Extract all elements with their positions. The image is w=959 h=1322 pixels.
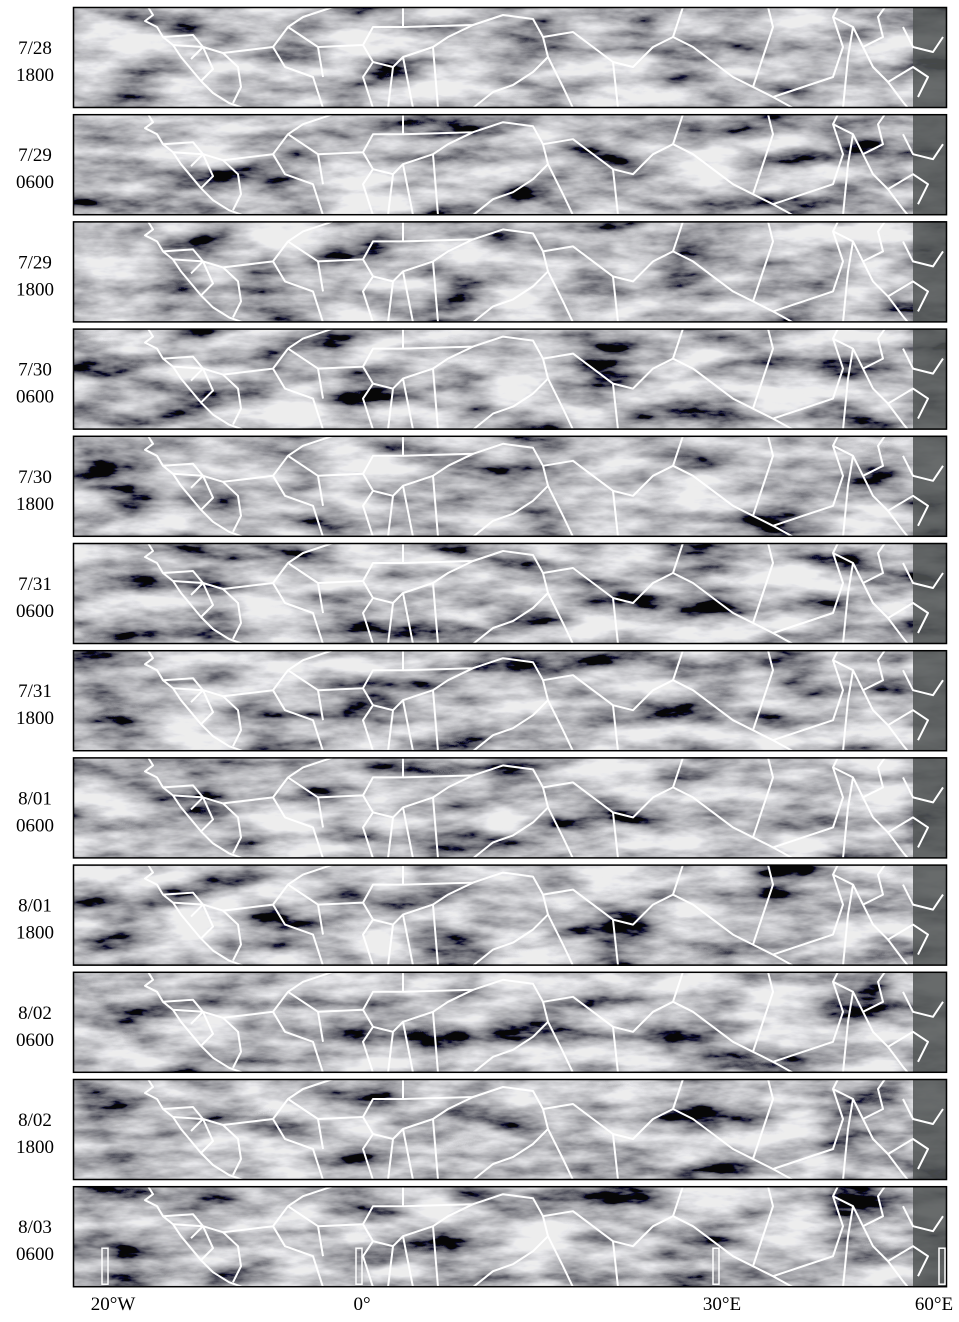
axis-label: 0° [353, 1294, 370, 1315]
panel-time: 0600 [16, 387, 54, 408]
satellite-panel [73, 757, 947, 858]
panel-time: 1800 [16, 494, 54, 515]
panel-time: 0600 [16, 815, 54, 836]
space-edge [913, 114, 947, 215]
satellite-panel [73, 972, 947, 1073]
panels [73, 7, 947, 1287]
figure: 20°W 0° 30°E 60°E 7/28 1800 7/29 0600 7/29 18… [0, 0, 959, 1322]
cloud-field [73, 865, 947, 966]
panel-time: 1800 [16, 923, 54, 944]
cloud-field [73, 436, 947, 537]
panel-time: 1800 [16, 708, 54, 729]
panel-date: 8/01 [18, 896, 52, 917]
panel-date: 7/31 [18, 681, 52, 702]
panel-time: 1800 [16, 279, 54, 300]
cloud-field [73, 757, 947, 858]
cloud-field [73, 221, 947, 322]
satellite-panel [73, 543, 947, 644]
cloud-field [73, 1079, 947, 1180]
cloud-field [73, 114, 947, 215]
satellite-panel [73, 436, 947, 537]
satellite-panel [73, 1186, 947, 1287]
panel-time: 0600 [16, 601, 54, 622]
space-edge [913, 7, 947, 108]
panel-date: 8/01 [18, 788, 52, 809]
x-axis: 20°W 0° 30°E 60°E [91, 1294, 953, 1315]
panel-date: 8/02 [18, 1003, 52, 1024]
satellite-panel [73, 865, 947, 966]
space-edge [913, 1079, 947, 1180]
cloud-field [73, 1186, 947, 1287]
panel-time: 0600 [16, 1030, 54, 1051]
satellite-panel [73, 221, 947, 322]
panel-date: 7/29 [18, 145, 52, 166]
satellite-panel [73, 7, 947, 108]
satellite-panel [73, 329, 947, 430]
panel-date: 7/29 [18, 252, 52, 273]
satellite-panel [73, 650, 947, 751]
axis-label: 20°W [91, 1294, 136, 1315]
panel-time: 1800 [16, 65, 54, 86]
panel-time: 0600 [16, 172, 54, 193]
cloud-field [73, 650, 947, 751]
panel-date: 7/30 [18, 360, 52, 381]
cloud-field [73, 972, 947, 1073]
space-edge [913, 221, 947, 322]
space-edge [913, 1186, 947, 1287]
space-edge [913, 650, 947, 751]
space-edge [913, 543, 947, 644]
cloud-field [73, 329, 947, 430]
cloud-field [73, 7, 947, 108]
panel-time: 1800 [16, 1137, 54, 1158]
panel-date: 8/02 [18, 1110, 52, 1131]
panel-time: 0600 [16, 1244, 54, 1265]
satellite-panel [73, 114, 947, 215]
space-edge [913, 972, 947, 1073]
panel-date: 8/03 [18, 1217, 52, 1238]
panel-date: 7/30 [18, 467, 52, 488]
satellite-panel [73, 1079, 947, 1180]
space-edge [913, 436, 947, 537]
cloud-field [73, 543, 947, 644]
axis-label: 60°E [915, 1294, 953, 1315]
space-edge [913, 865, 947, 966]
space-edge [913, 757, 947, 858]
axis-label: 30°E [703, 1294, 741, 1315]
panel-date: 7/28 [18, 38, 52, 59]
space-edge [913, 329, 947, 430]
panel-date: 7/31 [18, 574, 52, 595]
